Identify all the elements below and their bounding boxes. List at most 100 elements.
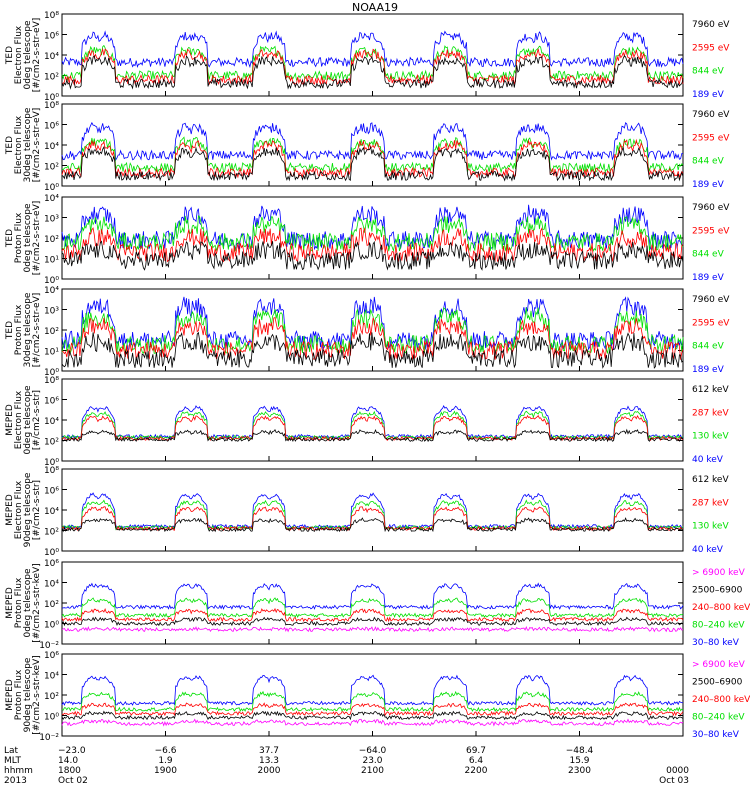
legend-entry: > 6900 keV <box>692 660 746 670</box>
series-80-240-kev <box>61 597 684 619</box>
legend-entry: 7960 eV <box>692 20 730 30</box>
x-tick-hhmm: 1800 <box>58 766 81 776</box>
y-axis-label: Electron Flux <box>14 25 24 84</box>
y-tick-label: 10⁴ <box>44 507 59 517</box>
series-130-kev <box>61 410 684 441</box>
y-tick-label: 10² <box>44 235 59 245</box>
x-tick-date: Oct 03 <box>659 776 689 786</box>
y-tick-label: 10⁴ <box>44 672 59 682</box>
y-axis-label: [#/cm2-s-str-keV] <box>32 563 42 642</box>
y-tick-label: 10⁰ <box>44 458 59 468</box>
panel-7: 10⁻² 10⁰ 10² 10⁴ 10⁶ MEPED Proton Flux 0deg tel… <box>5 559 750 651</box>
legend-entry: 844 eV <box>692 67 725 77</box>
y-axis-label: TED <box>5 46 15 65</box>
x-tick-hhmm: 2100 <box>361 766 384 776</box>
y-tick-label: 10⁸ <box>44 11 59 21</box>
x-tick-date: Oct 02 <box>58 776 88 786</box>
y-tick-label: 10⁴ <box>44 417 59 427</box>
y-axis-label: [#/cm2-s-str-eV] <box>32 18 42 93</box>
legend-entry: 240–800 keV <box>692 603 750 613</box>
legend-entry: 2595 eV <box>692 318 730 328</box>
y-axis-label: [#/cm2-s-str-eV] <box>32 108 42 183</box>
legend-entry: 189 eV <box>692 365 725 375</box>
legend-entry: 612 keV <box>692 385 729 395</box>
y-axis-label: [#/cm2-s-str-eV] <box>32 293 42 368</box>
y-axis-label: TED <box>5 229 15 248</box>
legend-entry: 30–80 keV <box>692 730 740 740</box>
series-40-kev <box>61 405 684 440</box>
series-40-kev <box>61 492 684 530</box>
legend-entry: 240–800 keV <box>692 695 750 705</box>
y-tick-label: 10⁶ <box>44 122 59 132</box>
y-axis-label: 0deg telescope <box>23 203 33 273</box>
series-30-80-kev <box>61 582 684 610</box>
y-axis-label: [#/cm2-s-str-keV] <box>32 655 42 734</box>
x-tick-hhmm: 0000 <box>666 766 689 776</box>
y-tick-label: 10⁰ <box>44 93 59 103</box>
legend-entry: 844 eV <box>692 250 725 260</box>
y-tick-label: 10⁴ <box>44 52 59 62</box>
x-tick-mlt: 6.4 <box>469 756 484 766</box>
y-axis-label: 90deg telescope <box>23 657 33 732</box>
series-7960-ev <box>61 240 684 271</box>
x-axis-row-label: Lat <box>4 746 19 756</box>
y-tick-label: 10⁰ <box>44 368 59 378</box>
y-tick-label: 10⁸ <box>44 466 59 476</box>
y-axis-label: TED <box>5 321 15 340</box>
series-844-ev <box>61 215 684 253</box>
series-2500-6900 <box>61 710 684 721</box>
series-240-800-kev <box>61 702 684 717</box>
y-tick-label: 10⁴ <box>44 142 59 152</box>
y-tick-label: 10³ <box>44 307 59 317</box>
y-axis-label: Proton Flux <box>14 577 24 628</box>
legend-entry: 844 eV <box>692 342 725 352</box>
series-612-kev <box>61 517 684 533</box>
y-tick-label: 10⁶ <box>44 32 59 42</box>
y-axis-label: [#/cm2-s-str] <box>32 480 42 540</box>
x-tick-hhmm: 1900 <box>154 766 177 776</box>
panel-4: 10⁰ 10¹ 10² 10³ 10⁴ TED Proton Flux 30deg teles… <box>5 286 730 378</box>
panel-6: 10⁰ 10² 10⁴ 10⁶ 10⁸ MEPED Electron Flux 90deg t… <box>5 466 729 558</box>
series-7960-ev <box>61 145 684 182</box>
panel-5: 10⁰ 10² 10⁴ 10⁶ 10⁸ MEPED Electron Flux 0deg te… <box>5 376 729 468</box>
series-130-kev <box>61 499 684 531</box>
x-tick-lat: −64.0 <box>359 746 387 756</box>
legend-entry: > 6900 keV <box>692 568 746 578</box>
x-tick-lat: −23.0 <box>58 746 86 756</box>
series-80-240-kev <box>61 690 684 713</box>
legend-entry: 189 eV <box>692 90 725 100</box>
legend-entry: 2595 eV <box>692 133 730 143</box>
series-30-80-kev <box>61 674 684 706</box>
y-tick-label: 10² <box>44 163 59 173</box>
y-tick-label: 10⁴ <box>44 286 59 296</box>
y-axis-label: 30deg telescope <box>23 107 33 182</box>
y-tick-label: 10⁴ <box>44 194 59 204</box>
y-tick-label: 10¹ <box>44 348 59 358</box>
y-tick-label: 10⁰ <box>44 621 59 631</box>
legend-entry: 612 keV <box>692 475 729 485</box>
legend-entry: 2500–6900 <box>692 678 743 688</box>
y-axis-label: 0deg telescope <box>23 568 33 638</box>
series-189-ev <box>61 121 683 162</box>
legend-entry: 7960 eV <box>692 295 730 305</box>
legend-entry: 2500–6900 <box>692 586 743 596</box>
y-tick-label: 10² <box>44 73 59 83</box>
series-7960-ev <box>61 331 684 369</box>
y-tick-label: 10⁶ <box>44 651 59 661</box>
y-axis-label: Electron Flux <box>14 115 24 174</box>
plot-frame <box>61 378 684 462</box>
y-tick-label: 10² <box>44 692 59 702</box>
y-axis-label: MEPED <box>5 679 15 711</box>
x-tick-hhmm: 2000 <box>258 766 281 776</box>
y-tick-label: 10⁰ <box>44 276 59 286</box>
y-axis-label: Electron Flux <box>14 390 24 449</box>
legend-entry: 7960 eV <box>692 110 730 120</box>
series-2595-ev <box>61 317 684 361</box>
panel-3: 10⁰ 10¹ 10² 10³ 10⁴ TED Proton Flux 0deg telesc… <box>5 194 730 286</box>
series-240-800-kev <box>61 607 684 623</box>
series-844-ev <box>61 307 684 354</box>
x-tick-lat: 37.7 <box>259 746 279 756</box>
y-tick-label: 10⁰ <box>44 183 59 193</box>
x-tick-mlt: 23.0 <box>362 756 382 766</box>
